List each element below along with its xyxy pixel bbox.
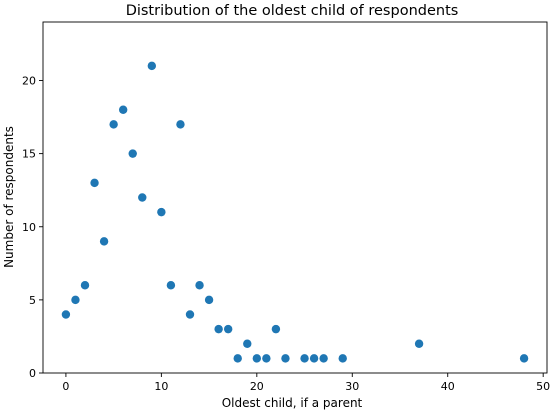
data-point <box>99 237 109 246</box>
data-point <box>281 354 290 363</box>
plot-area: 0 10 20 30 40 50 0 5 10 15 20 <box>22 21 550 393</box>
y-tick-label: 15 <box>22 148 36 161</box>
data-point <box>195 281 204 290</box>
data-point <box>80 281 90 290</box>
data-point <box>61 310 71 319</box>
data-point <box>252 354 262 363</box>
data-point <box>147 61 157 71</box>
data-point <box>319 354 328 363</box>
data-point <box>519 354 529 363</box>
x-axis-label: Oldest child, if a parent <box>222 396 363 410</box>
x-tick-label: 0 <box>62 380 69 393</box>
x-tick-label: 40 <box>441 380 455 393</box>
data-point <box>271 324 281 334</box>
data-point <box>90 178 99 188</box>
x-tick-label: 20 <box>250 380 264 393</box>
data-point <box>176 120 185 129</box>
data-point <box>309 354 319 363</box>
data-point <box>157 207 166 217</box>
y-axis-label: Number of respondents <box>2 126 16 268</box>
y-tick-label: 0 <box>29 367 36 380</box>
data-point <box>109 120 118 129</box>
data-point <box>414 339 424 348</box>
data-point <box>233 354 242 363</box>
data-point <box>338 354 347 363</box>
plot-frame <box>42 21 548 374</box>
data-point <box>204 295 214 305</box>
chart-title: Distribution of the oldest child of resp… <box>126 3 459 19</box>
data-point <box>118 105 128 114</box>
data-point <box>128 149 137 158</box>
data-point <box>71 295 80 305</box>
y-tick-label: 5 <box>29 294 36 307</box>
data-point <box>243 339 252 348</box>
x-tick-label: 10 <box>154 380 168 393</box>
data-point <box>185 310 195 319</box>
data-point <box>223 324 233 334</box>
x-tick-label: 50 <box>536 380 550 393</box>
data-point <box>300 354 309 363</box>
y-tick-label: 10 <box>22 221 36 234</box>
x-tick-label: 30 <box>345 380 359 393</box>
data-point <box>166 281 176 290</box>
data-point <box>138 193 147 202</box>
data-point <box>262 354 271 363</box>
data-point <box>214 324 223 334</box>
y-tick-label: 20 <box>22 75 36 88</box>
